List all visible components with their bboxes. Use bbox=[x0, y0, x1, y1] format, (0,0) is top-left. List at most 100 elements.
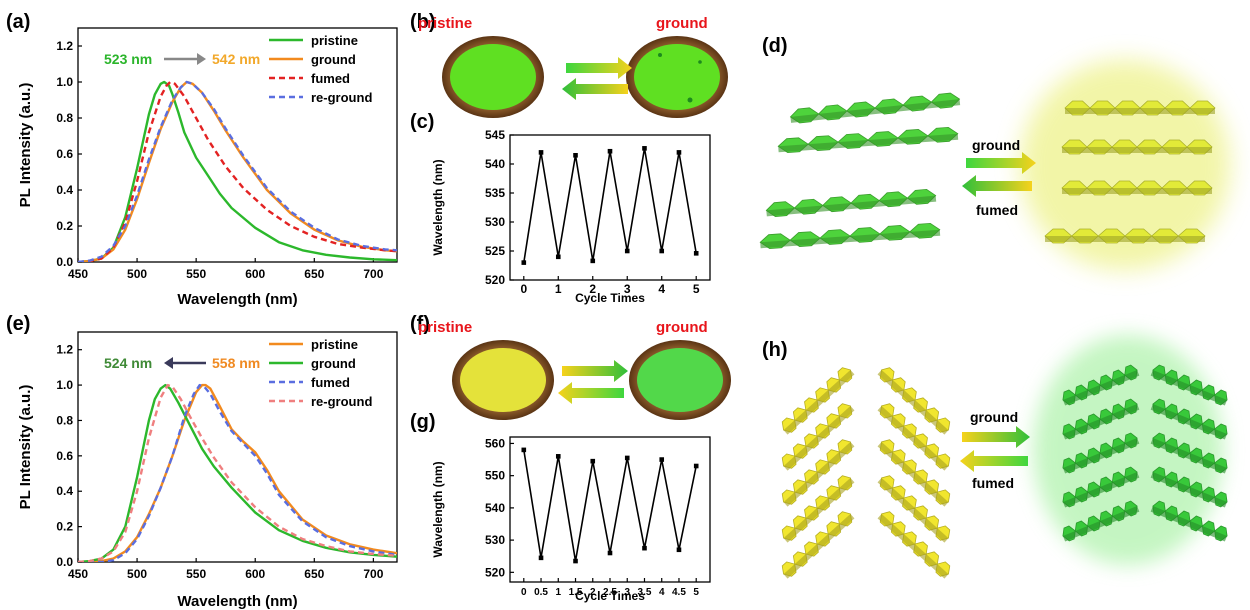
data-point-c bbox=[607, 148, 613, 154]
y-tick-label-e: 0.4 bbox=[56, 484, 73, 498]
y-axis-label-e: PL Intensity (a.u.) bbox=[17, 385, 34, 510]
panel-label-g: (g) bbox=[410, 411, 436, 433]
data-point-g bbox=[693, 463, 699, 469]
d-fumed-label: fumed bbox=[976, 202, 1018, 218]
data-point-c bbox=[573, 153, 578, 158]
data-point-c bbox=[676, 150, 682, 155]
photo-b-pristine-sample bbox=[450, 44, 536, 110]
panel-label-d: (d) bbox=[762, 35, 788, 57]
x-tick-label-e: 450 bbox=[68, 567, 88, 581]
photo-f-pristine-label: pristine bbox=[418, 319, 472, 336]
h-pristine-strand-left bbox=[781, 367, 855, 435]
plot-frame-e bbox=[77, 331, 398, 563]
annotation-arrowhead-e bbox=[164, 357, 173, 369]
d-ground-label: ground bbox=[972, 137, 1020, 153]
annotation-from-a: 523 nm bbox=[104, 51, 152, 67]
d-pristine-stack bbox=[759, 92, 961, 250]
photo-panel-f: pristine ground bbox=[418, 319, 731, 420]
y-tick-label-g: 540 bbox=[485, 501, 505, 515]
legend-label-a-ground: ground bbox=[311, 52, 356, 67]
plot-frame-c bbox=[509, 134, 711, 281]
h-pristine-strand-right bbox=[877, 511, 951, 579]
y-tick-label-e: 0.8 bbox=[56, 413, 73, 427]
plot-area-a bbox=[78, 80, 397, 262]
x-tick-label-g: 0.5 bbox=[534, 587, 548, 598]
series-line-e-pristine bbox=[78, 383, 397, 562]
y-tick-label-c: 520 bbox=[485, 273, 505, 287]
h-pristine-herringbone bbox=[781, 367, 951, 579]
series-line-a-fumed bbox=[78, 80, 397, 262]
y-tick-label-e: 0.0 bbox=[56, 555, 73, 569]
y-tick-label-a: 0.8 bbox=[56, 111, 73, 125]
x-axis-label-c: Cycle Times bbox=[575, 291, 645, 305]
y-tick-label-g: 530 bbox=[485, 533, 505, 547]
series-line-a-ground bbox=[78, 80, 397, 262]
annotation-to-a: 542 nm bbox=[212, 51, 260, 67]
legend-label-e-pristine: pristine bbox=[311, 337, 358, 352]
arrow-b-back bbox=[562, 78, 628, 100]
x-tick-label-c: 0 bbox=[520, 282, 527, 296]
d-pristine-sheet bbox=[759, 222, 941, 250]
y-tick-label-g: 550 bbox=[485, 469, 505, 483]
d-pristine-sheet bbox=[777, 126, 959, 154]
x-tick-label-a: 500 bbox=[127, 267, 147, 281]
panel-label-c: (c) bbox=[410, 111, 434, 133]
h-pristine-strand-left bbox=[781, 511, 855, 579]
h-ground-strand-right bbox=[1150, 398, 1228, 440]
x-tick-label-g: 2 bbox=[590, 587, 596, 598]
x-tick-label-g: 4 bbox=[659, 587, 665, 598]
x-tick-label-e: 600 bbox=[245, 567, 265, 581]
photo-b-ground-specks bbox=[658, 53, 702, 103]
legend-label-a-fumed: fumed bbox=[311, 71, 350, 86]
x-tick-label-a: 550 bbox=[186, 267, 206, 281]
h-ground-label: ground bbox=[970, 409, 1018, 425]
h-ground-strand-left bbox=[1062, 398, 1140, 440]
photo-b-pristine-label: pristine bbox=[418, 15, 472, 32]
panel-label-b: (b) bbox=[410, 11, 436, 33]
x-tick-label-c: 3 bbox=[624, 282, 631, 296]
x-tick-label-g: 2.5 bbox=[603, 587, 617, 598]
photo-f-ground-label: ground bbox=[656, 319, 708, 336]
data-point-c bbox=[555, 254, 561, 260]
h-ground-strand-right bbox=[1150, 500, 1228, 542]
y-tick-label-c: 530 bbox=[485, 215, 505, 229]
data-point-g bbox=[676, 547, 682, 553]
y-tick-label-e: 1.2 bbox=[56, 343, 73, 357]
annotation-from-e: 524 nm bbox=[104, 355, 152, 371]
x-tick-label-c: 1 bbox=[555, 282, 562, 296]
x-tick-label-e: 700 bbox=[363, 567, 383, 581]
schematic-panel-h: ground fumed bbox=[781, 335, 1228, 579]
x-axis-label-a: Wavelength (nm) bbox=[177, 291, 297, 308]
plot-frame-g bbox=[509, 436, 711, 583]
d-arrow-ground bbox=[966, 152, 1036, 174]
annotation-arrowhead-a bbox=[197, 53, 206, 65]
schematic-panel-d: ground fumed bbox=[759, 60, 1230, 270]
series-line-e-fumed bbox=[78, 383, 397, 562]
arrow-b-forward bbox=[566, 57, 632, 79]
x-tick-label-g: 1.5 bbox=[569, 587, 583, 598]
arrow-f-back bbox=[558, 382, 624, 404]
x-tick-label-c: 2 bbox=[589, 282, 596, 296]
y-tick-label-a: 0.2 bbox=[56, 219, 73, 233]
x-tick-label-a: 650 bbox=[304, 267, 324, 281]
x-tick-label-a: 700 bbox=[363, 267, 383, 281]
legend-label-e-re-ground: re-ground bbox=[311, 394, 372, 409]
y-tick-label-c: 535 bbox=[485, 186, 505, 200]
h-ground-strand-right bbox=[1150, 466, 1228, 508]
data-point-g bbox=[607, 550, 613, 556]
h-arrow-ground bbox=[962, 426, 1030, 448]
y-tick-label-c: 540 bbox=[485, 157, 505, 171]
d-arrow-fumed bbox=[962, 175, 1032, 197]
panel-label-f: (f) bbox=[410, 313, 430, 335]
legend-label-e-ground: ground bbox=[311, 356, 356, 371]
y-tick-label-e: 1.0 bbox=[56, 378, 73, 392]
arrow-f-forward bbox=[562, 360, 628, 382]
data-point-g bbox=[521, 447, 527, 453]
h-pristine-strand-right bbox=[877, 475, 951, 543]
x-tick-label-e: 550 bbox=[186, 567, 206, 581]
y-tick-label-e: 0.2 bbox=[56, 520, 73, 534]
h-ground-strand-left bbox=[1062, 364, 1140, 406]
chart-g-cycle: 0 0.5 1 1.5 2 2.5 3 3.5 4 4.5 5 520 530 540 550 560 Cycl… bbox=[431, 436, 711, 603]
h-pristine-strand-right bbox=[877, 367, 951, 435]
y-tick-label-c: 545 bbox=[485, 128, 505, 142]
